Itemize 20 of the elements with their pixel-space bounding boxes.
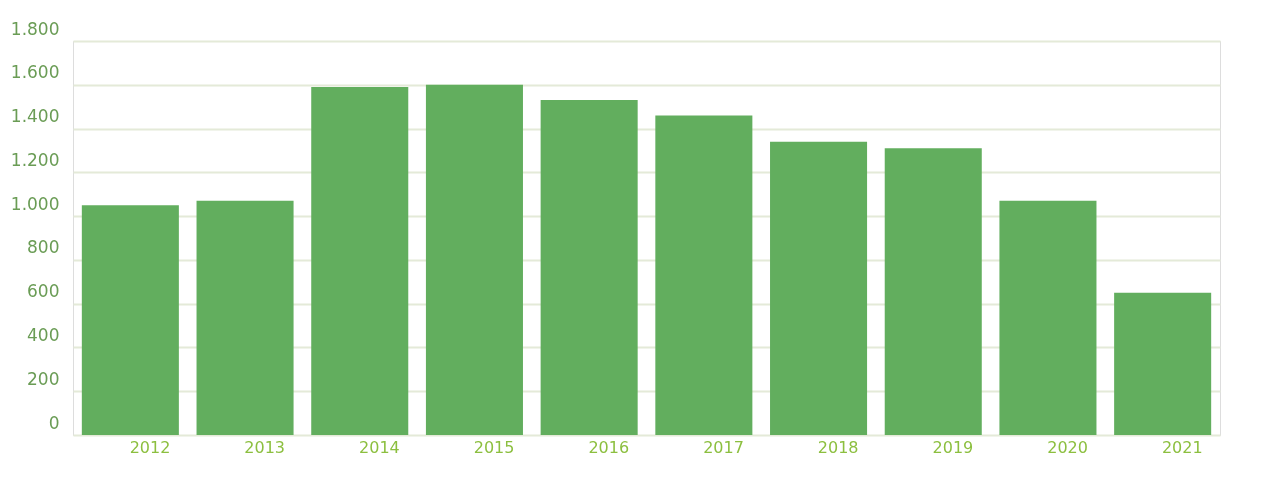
x-tick-label: 2012 (129, 437, 171, 457)
y-tick-label: 400 (27, 324, 60, 345)
x-tick-label: 2020 (1047, 437, 1088, 457)
y-tick-label: 1.000 (10, 193, 60, 214)
x-tick-label: 2021 (1161, 437, 1203, 457)
y-tick-label: 200 (27, 368, 60, 389)
y-tick-label: 600 (27, 281, 60, 302)
x-tick-label: 2016 (588, 437, 630, 457)
x-tick-label: 2018 (817, 437, 859, 457)
y-tick-label: 1.600 (10, 62, 60, 83)
y-tick-label: 800 (27, 237, 60, 258)
y-tick-label: 1.800 (10, 18, 60, 39)
x-tick-label: 2015 (473, 437, 515, 457)
y-tick-label: 1.200 (10, 149, 60, 170)
x-tick-label: 2014 (359, 437, 400, 457)
x-tick-label: 2013 (244, 437, 286, 457)
y-tick-label: 1.400 (10, 106, 60, 127)
x-tick-label: 2019 (932, 437, 974, 457)
x-tick-label: 2017 (703, 437, 744, 457)
y-tick-label: 0 (48, 412, 60, 433)
